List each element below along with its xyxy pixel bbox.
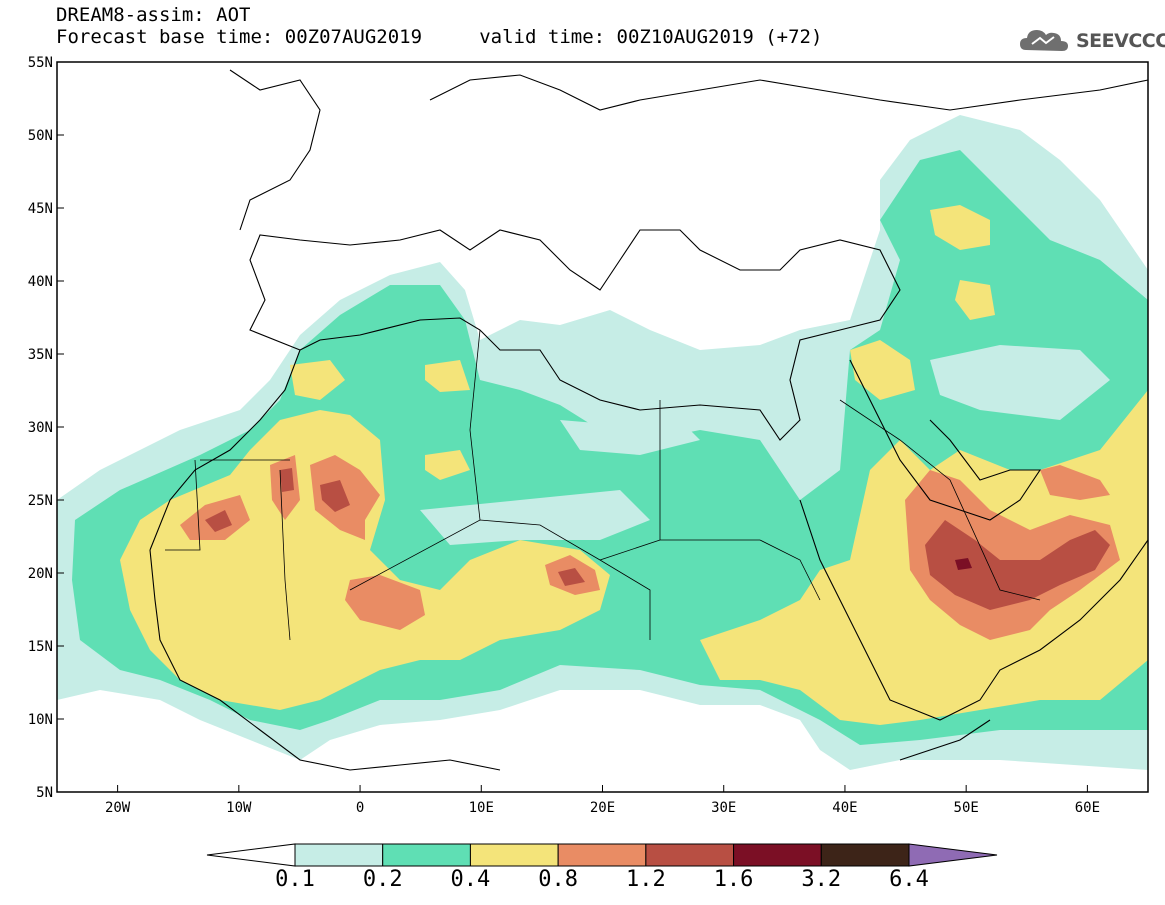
colorbar-box (820, 843, 910, 867)
lat-tick-label: 10N (28, 712, 53, 728)
aot-band-0.4 (290, 360, 345, 400)
lat-tick-label: 25N (28, 493, 53, 509)
lat-tick-label: 50N (28, 128, 53, 144)
colorbar-label: 1.6 (713, 867, 754, 892)
aot-band-0.4 (120, 410, 610, 710)
colorbar-box (469, 843, 559, 867)
aot-hole (930, 345, 1110, 420)
lon-tick-label: 20W (105, 800, 131, 816)
lon-tick-label: 40E (832, 800, 857, 816)
aot-band-1.6 (955, 558, 972, 570)
lat-tick-label: 20N (28, 566, 53, 582)
lon-tick-label: 30E (711, 800, 736, 816)
aot-band-1.2 (558, 568, 585, 586)
colorbar-label: 0.8 (538, 867, 579, 892)
lat-tick-label: 45N (28, 201, 53, 217)
plot-area (56, 61, 1149, 793)
colorbar-label: 0.2 (362, 867, 403, 892)
lon-tick-label: 50E (954, 800, 979, 816)
colorbar-box (645, 843, 735, 867)
lon-tick-label: 20E (590, 800, 615, 816)
lon-tick-label: 0 (356, 800, 364, 816)
lon-tick-label: 10E (469, 800, 494, 816)
lon-tick-label: 60E (1075, 800, 1100, 816)
lat-tick-label: 30N (28, 420, 53, 436)
aot-band-0.4 (425, 360, 470, 392)
aot-band-1.2 (280, 468, 294, 492)
aot-band-0.4 (955, 280, 995, 320)
aot-band-0.4 (850, 340, 915, 400)
colorbar-label: 0.1 (275, 867, 315, 892)
seevccc-logo: SEEVCCC (1018, 24, 1165, 58)
colorbar-label: 1.2 (625, 867, 666, 892)
aot-hole (420, 490, 650, 545)
lat-tick-label: 5N (36, 785, 53, 801)
map-title: DREAM8-assim: AOT (56, 4, 251, 26)
lon-tick-label: 10W (226, 800, 252, 816)
colorbar-box (382, 843, 471, 867)
aot-hole (560, 420, 700, 455)
colorbar-box (733, 843, 822, 867)
aot-band-0.8 (345, 575, 425, 630)
lat-tick-label: 55N (28, 55, 53, 71)
colorbar-label: 6.4 (889, 867, 929, 892)
colorbar-over-triangle (908, 843, 998, 867)
colorbar-label: 3.2 (801, 867, 842, 892)
cloud-icon (1020, 30, 1068, 51)
aot-band-0.4 (930, 205, 990, 250)
aot-band-1.2 (205, 510, 232, 532)
aot-band-0.8 (1040, 465, 1110, 500)
aot-band-0.8 (905, 470, 1120, 640)
forecast-times: Forecast base time: 00Z07AUG2019 valid t… (56, 26, 823, 48)
colorbar-under-triangle (206, 843, 296, 867)
axes: 20W 10W 0 10E 20E 30E 40E 50E 60E 55N 50N 45N 40N 35N… (28, 55, 1100, 816)
colorbar (206, 843, 998, 867)
lat-tick-label: 35N (28, 347, 53, 363)
country-borders (165, 329, 1041, 641)
colorbar-box (294, 843, 384, 867)
aot-band-1.2 (320, 480, 350, 512)
colorbar-label: 0.4 (450, 867, 491, 892)
logo-text: SEEVCCC (1076, 30, 1165, 52)
aot-band-0.4 (425, 450, 470, 480)
lat-tick-label: 40N (28, 274, 53, 290)
coastlines (149, 69, 1149, 771)
colorbar-box (557, 843, 647, 867)
lat-tick-label: 15N (28, 639, 53, 655)
aot-band-1.2 (925, 520, 1110, 610)
